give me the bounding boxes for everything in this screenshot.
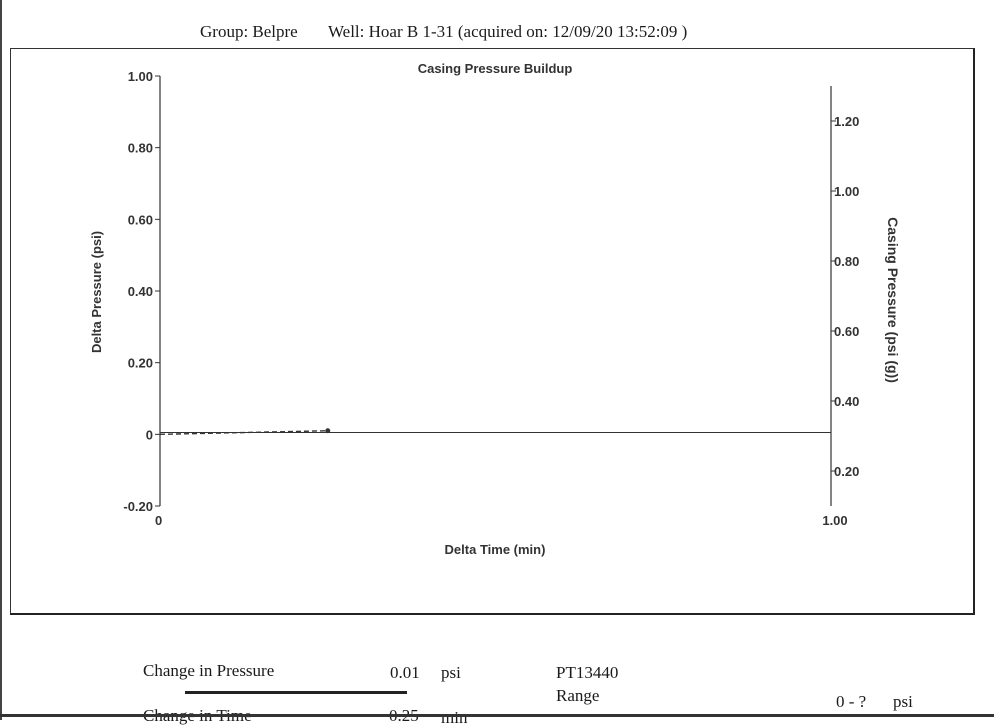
range-value: 0 - ? [836,692,867,711]
page-left-edge [0,0,2,720]
y2-axis-label: Casing Pressure (psi (g)) [885,217,901,383]
y2-tick-label-4: 1.00 [834,184,859,199]
fraction-bar [185,691,407,694]
y2-tick-label-1: 0.40 [834,394,859,409]
x-tick-label-1: 1.00 [822,513,847,528]
y-tick-label-5: 0.80 [128,141,153,156]
y-tick-label-4: 0.60 [128,212,153,227]
gauge-id: PT13440 [556,663,619,682]
y-tick-label-2: 0.20 [128,356,153,371]
y-tick-label-0: -0.20 [123,499,153,514]
y2-tick-label-0: 0.20 [834,464,859,479]
report-header: Group: Belpre Well: Hoar B 1-31 (acquire… [200,22,687,42]
chart-frame [10,48,975,615]
y-tick-label-6: 1.00 [128,69,153,84]
change-time-unit: min [441,708,468,727]
x-axis-label: Delta Time (min) [445,542,546,557]
y-tick-label-1: 0 [146,427,153,442]
y2-tick-label-2: 0.60 [834,324,859,339]
well-label: Well: Hoar B 1-31 (acquired on: 12/09/20… [327,22,688,41]
group-label: Group: Belpre [200,22,298,41]
chart-title: Casing Pressure Buildup [418,61,573,76]
range-label: Range [556,686,600,705]
page-bottom-edge [0,714,994,717]
change-pressure-value: 0.01 [390,663,420,682]
y-axis-label: Delta Pressure (psi) [89,231,104,353]
change-pressure-label: Change in Pressure [143,661,275,680]
change-pressure-unit: psi [441,663,461,682]
x-tick-label-0: 0 [155,513,162,528]
range-unit: psi [893,692,913,711]
y-tick-label-3: 0.40 [128,284,153,299]
y2-tick-label-5: 1.20 [834,114,859,129]
y2-tick-label-3: 0.80 [834,254,859,269]
